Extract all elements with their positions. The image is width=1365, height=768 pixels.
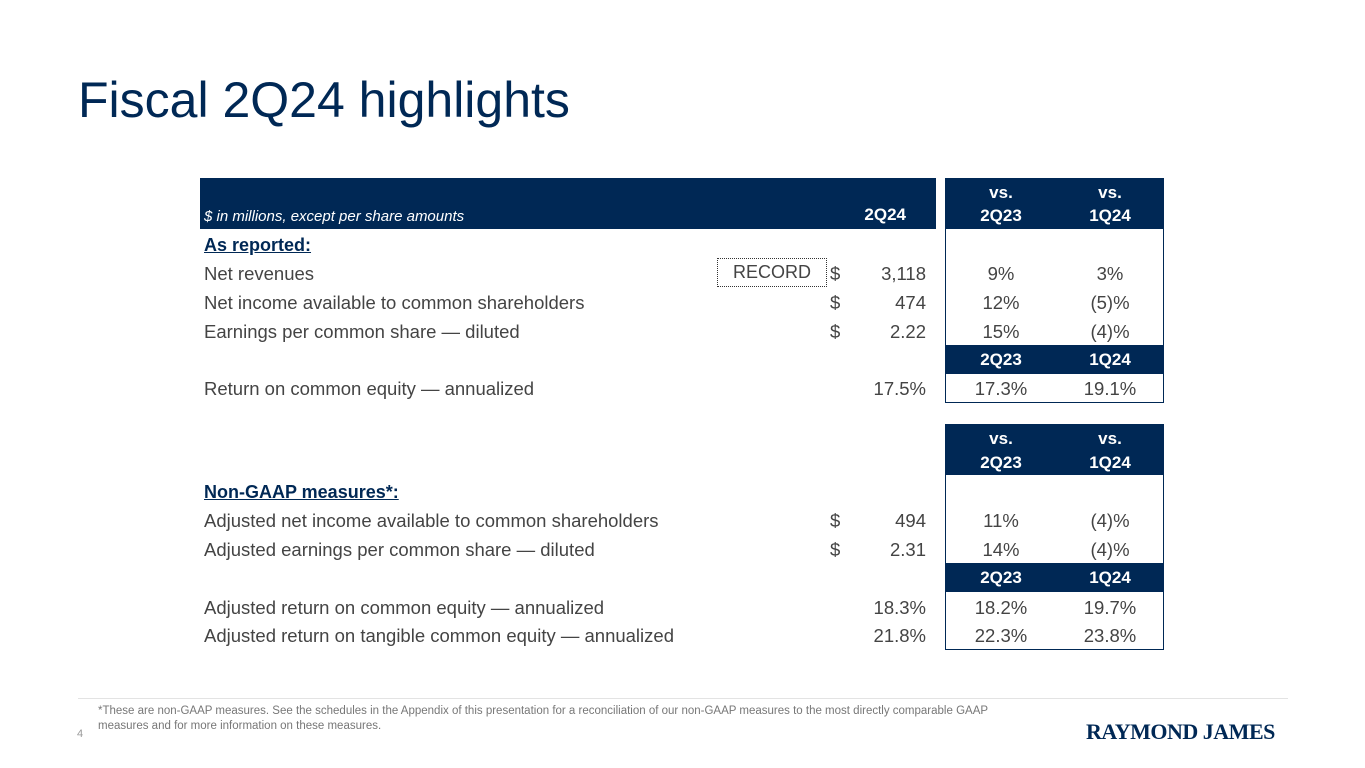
row-2q23: 17.3% [974, 378, 1028, 399]
footnote: *These are non-GAAP measures. See the sc… [98, 705, 988, 732]
vs-2q23-prefix: vs. [989, 183, 1013, 202]
row-label: Net income available to common sharehold… [204, 292, 585, 313]
row-value: 21.8% [873, 625, 926, 646]
roe-col-2q23: 2Q23 [980, 350, 1022, 369]
page-number: 4 [77, 728, 84, 740]
currency-symbol: $ [830, 292, 841, 313]
roe-col-1q24: 1Q24 [1089, 350, 1131, 369]
record-badge: RECORD [717, 258, 827, 287]
row-vs-1q24: (4)% [1090, 539, 1130, 560]
row-label: Return on common equity — annualized [204, 378, 535, 399]
currency-symbol: $ [830, 263, 841, 284]
row-vs-1q24: (5)% [1090, 292, 1130, 313]
comparison-header-reported [945, 178, 1164, 229]
adj-period-header [945, 563, 1164, 592]
row-vs-2q23: 11% [983, 510, 1019, 531]
vs-1q24-prefix: vs. [1098, 183, 1122, 202]
roe-period-header [945, 345, 1164, 374]
vs-2q23-label: 2Q23 [980, 206, 1022, 225]
row-value: 17.5% [873, 378, 926, 399]
row-vs-1q24: 3% [1096, 263, 1124, 284]
vs-1q24-label: 1Q24 [1089, 453, 1131, 472]
comparison-header-nongaap [945, 424, 1164, 475]
row-label: Net revenues [204, 263, 315, 284]
period-header: 2Q24 [864, 205, 906, 224]
footer-divider [78, 698, 1288, 699]
row-vs-2q23: 15% [982, 321, 1020, 342]
vs-1q24-prefix: vs. [1098, 429, 1122, 448]
row-2q23: 18.2% [974, 597, 1028, 618]
row-value: 18.3% [873, 597, 926, 618]
row-value: 2.22 [889, 321, 926, 342]
raymond-james-logo: RAYMOND JAMES [1086, 719, 1275, 744]
row-1q24: 23.8% [1083, 625, 1137, 646]
row-vs-2q23: 9% [987, 263, 1015, 284]
row-2q23: 22.3% [974, 625, 1028, 646]
row-label: Adjusted earnings per common share — dil… [204, 539, 595, 560]
section-non-gaap: Non-GAAP measures*: [204, 482, 399, 502]
row-value: 494 [895, 510, 926, 531]
row-vs-1q24: (4)% [1090, 510, 1130, 531]
page-title: Fiscal 2Q24 highlights [78, 72, 570, 128]
row-value: 474 [895, 292, 926, 313]
currency-symbol: $ [830, 510, 841, 531]
row-label: Adjusted return on tangible common equit… [204, 625, 674, 646]
row-label: Adjusted return on common equity — annua… [204, 597, 605, 618]
vs-2q23-prefix: vs. [989, 429, 1013, 448]
currency-symbol: $ [830, 539, 841, 560]
vs-1q24-label: 1Q24 [1089, 206, 1131, 225]
row-vs-2q23: 12% [982, 292, 1020, 313]
row-vs-1q24: (4)% [1090, 321, 1130, 342]
vs-2q23-label: 2Q23 [980, 453, 1022, 472]
row-label: Adjusted net income available to common … [204, 510, 659, 531]
row-value: 2.31 [889, 539, 926, 560]
adj-col-1q24: 1Q24 [1089, 568, 1131, 587]
units-note: $ in millions, except per share amounts [204, 208, 465, 225]
row-1q24: 19.1% [1083, 378, 1137, 399]
row-1q24: 19.7% [1083, 597, 1137, 618]
row-value: 3,118 [881, 263, 926, 284]
adj-col-2q23: 2Q23 [980, 568, 1022, 587]
section-as-reported: As reported: [204, 235, 312, 255]
currency-symbol: $ [830, 321, 841, 342]
row-label: Earnings per common share — diluted [204, 321, 520, 342]
table-header-band [200, 178, 936, 229]
row-vs-2q23: 14% [982, 539, 1020, 560]
